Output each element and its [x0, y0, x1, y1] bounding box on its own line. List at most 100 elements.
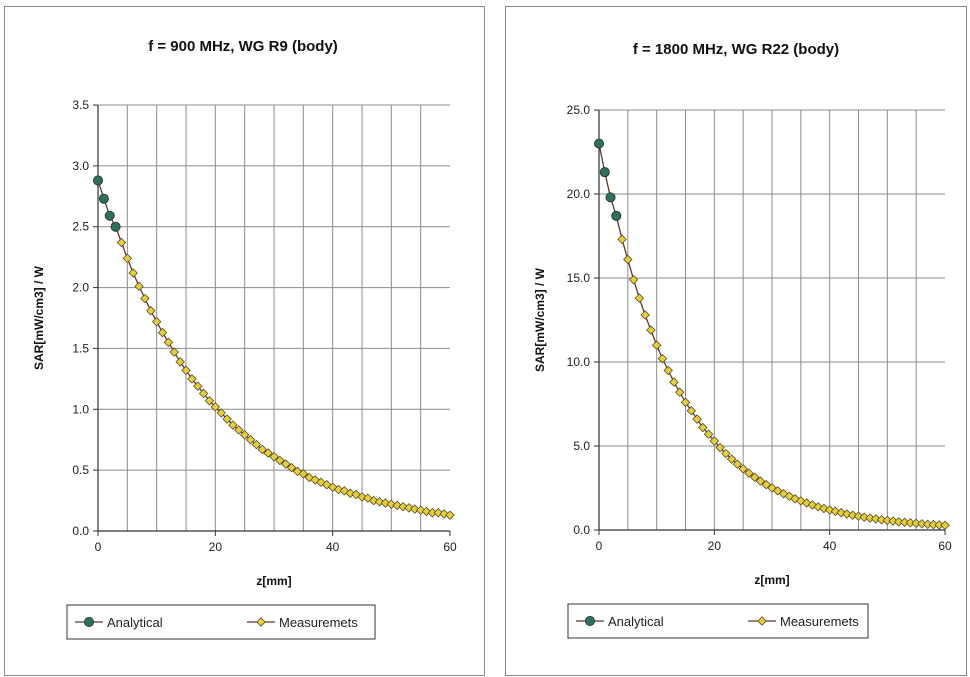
- data-point-measurement: [675, 387, 685, 397]
- data-point-measurement: [801, 498, 812, 508]
- y-tick-label: 5.0: [573, 439, 590, 453]
- data-point-measurement: [198, 388, 209, 399]
- data-point-measurement: [151, 316, 162, 327]
- data-point-measurement: [175, 357, 185, 367]
- data-point-measurement: [703, 429, 714, 439]
- data-point-measurement: [146, 306, 156, 316]
- data-point-measurement: [263, 448, 273, 458]
- legend-marker-analytical: [84, 617, 95, 628]
- data-point-measurement: [686, 406, 696, 416]
- data-point-measurement: [380, 498, 391, 508]
- data-point-measurement: [773, 486, 783, 496]
- data-point-measurement: [345, 488, 355, 498]
- legend-box: [567, 603, 869, 639]
- data-point-measurement: [234, 425, 244, 435]
- y-axis-title: SAR[mW/cm3] / W: [533, 267, 547, 372]
- data-point-measurement: [163, 337, 174, 348]
- data-point-measurement: [216, 408, 226, 418]
- y-tick-label: 1.5: [72, 341, 89, 355]
- y-tick-label: 3.0: [72, 159, 89, 173]
- y-tick-label: 15.0: [567, 271, 591, 285]
- data-point-measurement: [853, 511, 864, 521]
- x-tick-label: 60: [443, 540, 457, 554]
- data-point-measurement: [715, 442, 725, 453]
- data-point-measurement: [398, 501, 408, 512]
- data-point-measurement: [169, 347, 179, 357]
- x-tick-label: 20: [708, 539, 722, 553]
- data-point-measurement: [628, 274, 639, 285]
- data-point-measurement: [842, 509, 852, 519]
- data-point-measurement: [181, 365, 191, 376]
- data-point-measurement: [204, 396, 215, 406]
- data-point-measurement: [848, 510, 858, 520]
- data-point-measurement: [738, 464, 748, 474]
- x-axis-title: z[mm]: [754, 573, 789, 587]
- y-tick-label: 0.0: [573, 523, 590, 537]
- data-point-measurement: [899, 517, 910, 527]
- legend-label: Measuremets: [780, 614, 859, 629]
- y-tick-label: 3.5: [72, 98, 89, 112]
- legend-label: Measuremets: [279, 615, 358, 630]
- legend-box: [66, 604, 376, 640]
- data-point-measurement: [732, 459, 743, 469]
- data-point-measurement: [744, 468, 754, 478]
- data-point-measurement: [911, 518, 921, 528]
- data-point-measurement: [663, 365, 673, 376]
- data-point-measurement: [310, 475, 320, 485]
- data-point-measurement: [617, 234, 627, 245]
- data-point-measurement: [876, 515, 887, 525]
- y-tick-label: 0.5: [72, 463, 89, 477]
- data-point-measurement: [374, 497, 385, 507]
- legend-label: Analytical: [608, 614, 664, 629]
- y-tick-label: 0.0: [72, 524, 89, 538]
- data-point-analytical: [104, 210, 115, 221]
- legend-marker-measurement: [757, 616, 767, 626]
- data-point-measurement: [865, 513, 875, 523]
- x-tick-label: 0: [596, 539, 603, 553]
- data-point-measurement: [888, 516, 898, 526]
- legend-marker-measurement: [256, 617, 266, 627]
- data-point-measurement: [871, 514, 881, 524]
- legend-marker-analytical: [585, 616, 596, 627]
- data-point-measurement: [128, 268, 138, 278]
- data-point-measurement: [245, 435, 256, 445]
- chart-panel-1800mhz: f = 1800 MHz, WG R22 (body) 0.0 5.0 10.0 15.…: [505, 6, 967, 676]
- data-point-analytical: [93, 175, 104, 186]
- data-point-measurement: [755, 476, 766, 486]
- data-point-measurement: [882, 515, 893, 526]
- data-point-measurement: [651, 340, 662, 350]
- data-point-analytical: [599, 167, 610, 178]
- x-tick-label: 0: [95, 540, 102, 554]
- data-point-measurement: [640, 310, 650, 320]
- data-point-measurement: [157, 327, 168, 338]
- data-point-measurement: [275, 455, 285, 466]
- data-point-measurement: [281, 459, 291, 469]
- data-point-measurement: [257, 444, 267, 455]
- data-point-measurement: [122, 253, 133, 264]
- data-point-measurement: [750, 472, 760, 482]
- data-point-measurement: [824, 505, 835, 515]
- data-point-measurement: [726, 454, 737, 464]
- data-point-measurement: [692, 414, 702, 424]
- data-point-measurement: [894, 517, 904, 527]
- data-point-measurement: [807, 500, 818, 510]
- data-point-measurement: [327, 482, 338, 492]
- data-point-measurement: [292, 466, 303, 477]
- y-tick-label: 20.0: [567, 187, 591, 201]
- data-point-measurement: [140, 293, 150, 304]
- data-point-measurement: [269, 452, 279, 462]
- data-point-analytical: [98, 193, 109, 204]
- chart-svg-900mhz: f = 900 MHz, WG R9 (body) 0.0 0.5 1.0 1.5 2.0…: [32, 38, 457, 640]
- data-point-measurement: [623, 254, 633, 265]
- y-tick-label: 10.0: [567, 355, 591, 369]
- data-point-measurement: [433, 508, 443, 518]
- data-point-measurement: [917, 519, 927, 529]
- data-point-measurement: [415, 505, 426, 516]
- data-point-measurement: [286, 463, 297, 473]
- data-point-measurement: [923, 519, 933, 529]
- x-tick-label: 60: [938, 539, 952, 553]
- data-point-measurement: [222, 414, 232, 424]
- data-point-measurement: [905, 518, 916, 528]
- y-tick-label: 25.0: [567, 103, 591, 117]
- chart-panel-900mhz: f = 900 MHz, WG R9 (body) 0.0 0.5 1.0 1.5 2.0…: [4, 6, 485, 676]
